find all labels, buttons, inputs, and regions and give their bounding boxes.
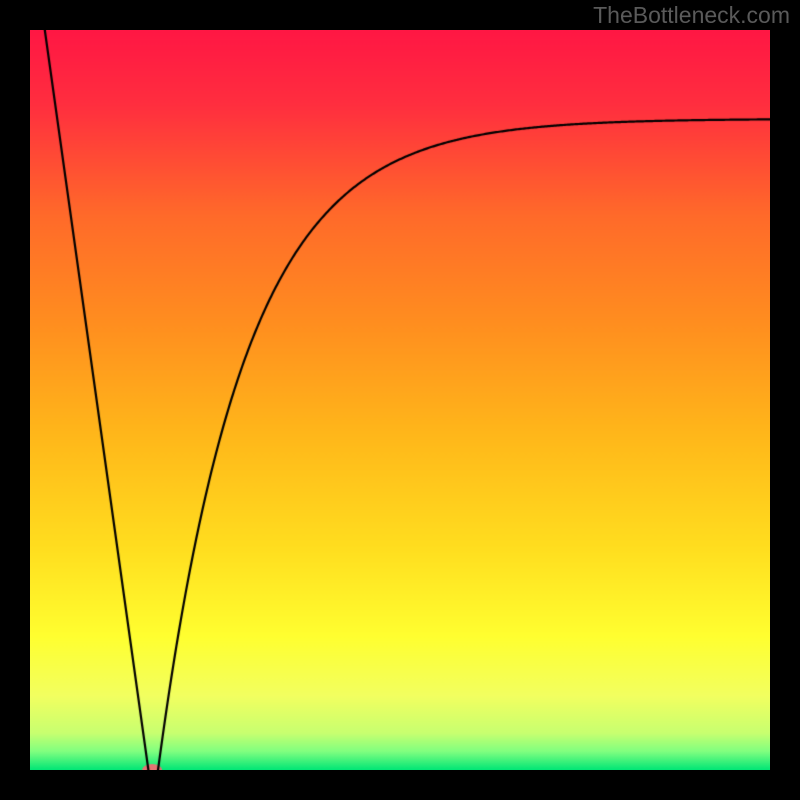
watermark-text: TheBottleneck.com xyxy=(593,2,790,29)
chart-plot-area xyxy=(30,30,770,770)
chart-canvas xyxy=(30,30,770,770)
